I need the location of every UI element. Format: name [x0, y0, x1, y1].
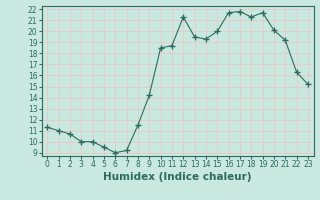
X-axis label: Humidex (Indice chaleur): Humidex (Indice chaleur) — [103, 172, 252, 182]
